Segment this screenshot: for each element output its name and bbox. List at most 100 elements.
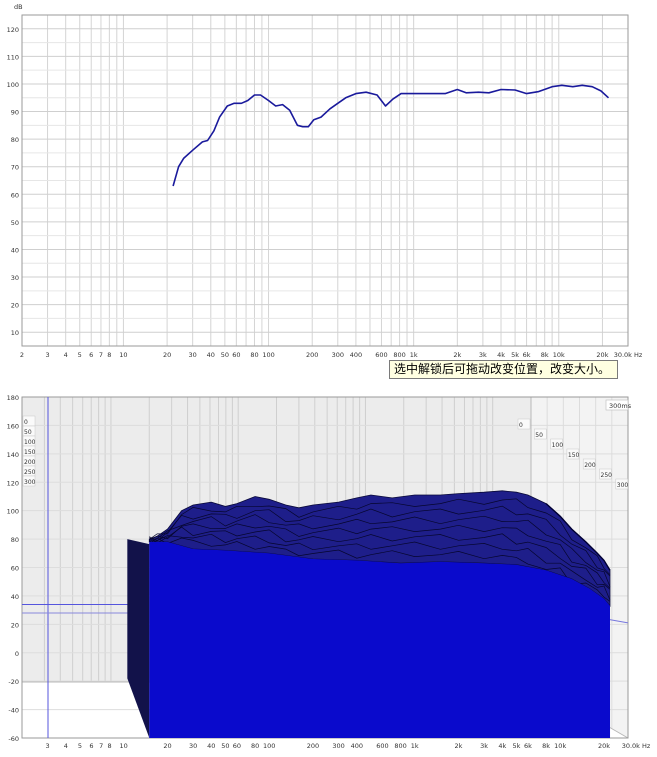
x-tick-label: 6 — [89, 742, 93, 750]
surface-left-face — [127, 539, 150, 738]
y-tick-label: 110 — [7, 53, 19, 61]
surface-ridge — [149, 533, 611, 601]
y-tick-label: 180 — [7, 394, 19, 402]
x-tick-label: 20 — [163, 742, 171, 750]
y-tick-label: 90 — [11, 109, 19, 117]
y-tick-label: 20 — [11, 302, 19, 310]
x-tick-label: 50 — [221, 351, 229, 359]
y-tick-label: -20 — [8, 678, 19, 686]
time-tick-label-right: 200 — [584, 462, 596, 469]
x-tick-label: 3k — [479, 351, 487, 359]
x-tick-label: 7 — [99, 742, 103, 750]
y-tick-label: 60 — [11, 191, 19, 199]
x-tick-label: 100 — [262, 351, 274, 359]
y-axis-label: dB — [14, 3, 23, 11]
y-tick-label: 80 — [11, 136, 19, 144]
time-label-box — [605, 399, 629, 411]
time-tick-box-right — [599, 468, 612, 480]
x-tick-label: 800 — [393, 351, 405, 359]
time-tick-label-right: 100 — [552, 442, 564, 449]
surface-ridge — [149, 523, 611, 589]
y-tick-label: 20 — [11, 621, 19, 629]
y-tick-label: 10 — [11, 329, 19, 337]
surface-edge — [545, 503, 611, 571]
x-tick-label: 4k — [498, 742, 506, 750]
x-tick-label: 7 — [99, 351, 103, 359]
y-tick-label: 30 — [11, 274, 19, 282]
y-tick-label: 40 — [11, 593, 19, 601]
time-tick-label-right: 150 — [568, 452, 580, 459]
x-tick-label: 1k — [411, 742, 419, 750]
time-tick-label-right: 250 — [601, 472, 613, 479]
x-tick-label: 8k — [541, 351, 549, 359]
x-tick-label: 6 — [89, 351, 93, 359]
response-line — [172, 84, 610, 187]
time-tick-box-right — [566, 448, 580, 460]
x-tick-label: 4 — [64, 742, 68, 750]
x-tick-label: 3 — [45, 351, 49, 359]
y-tick-label: 120 — [7, 26, 19, 34]
x-tick-label: 10k — [554, 742, 566, 750]
x-tick-label: 300 — [332, 351, 344, 359]
time-tick-box-right — [550, 438, 563, 450]
x-tick-label: 30.0k Hz — [622, 742, 651, 750]
x-tick-label: 200 — [307, 742, 319, 750]
x-tick-label: 20 — [163, 351, 171, 359]
y-tick-label: 0 — [15, 650, 19, 658]
x-tick-label: 600 — [375, 351, 387, 359]
y-tick-label: -60 — [8, 735, 19, 743]
x-tick-label: 30 — [189, 351, 197, 359]
time-axis-label: 300ms — [609, 402, 632, 410]
y-tick-label: 120 — [7, 479, 19, 487]
x-tick-label: 8k — [542, 742, 550, 750]
x-tick-label: 1k — [410, 351, 418, 359]
time-tick-label-left: 150 — [24, 449, 36, 456]
x-tick-label: 40 — [207, 742, 215, 750]
x-tick-label: 4k — [497, 351, 505, 359]
surface-ridge — [149, 498, 611, 576]
time-tick-label-right: 0 — [519, 422, 523, 429]
x-tick-label: 20k — [598, 742, 610, 750]
x-tick-label: 100 — [263, 742, 275, 750]
y-tick-label: 100 — [7, 81, 19, 89]
y-tick-label: -40 — [8, 707, 19, 715]
time-tick-box-right — [534, 428, 547, 440]
x-tick-label: 30 — [189, 742, 197, 750]
surface-ridge — [149, 505, 611, 577]
y-tick-label: 100 — [7, 508, 19, 516]
x-tick-label: 3 — [46, 742, 50, 750]
tooltip: 选中解锁后可拖动改变位置，改变大小。 — [389, 360, 618, 379]
x-tick-label: 5 — [78, 742, 82, 750]
x-tick-label: 10 — [119, 351, 127, 359]
y-tick-label: 160 — [7, 422, 19, 430]
x-tick-label: 8 — [108, 742, 112, 750]
y-tick-label: 60 — [11, 565, 19, 573]
x-tick-label: 80 — [250, 351, 258, 359]
x-tick-label: 60 — [232, 351, 240, 359]
x-tick-label: 10 — [120, 742, 128, 750]
time-tick-box-right — [582, 458, 596, 470]
time-tick-label-left: 50 — [24, 429, 32, 436]
x-tick-label: 80 — [251, 742, 259, 750]
x-tick-label: 800 — [394, 742, 406, 750]
x-tick-label: 5k — [512, 742, 520, 750]
surface-ridge — [149, 514, 611, 587]
x-tick-label: 6k — [523, 351, 531, 359]
x-tick-label: 600 — [376, 742, 388, 750]
y-tick-label: 70 — [11, 164, 19, 172]
x-tick-label: 4 — [64, 351, 68, 359]
time-tick-label-right: 300 — [617, 482, 629, 489]
x-tick-label: 2k — [455, 742, 463, 750]
x-tick-label: 5k — [511, 351, 519, 359]
x-tick-label: 60 — [233, 742, 241, 750]
surface-ridge — [149, 537, 611, 602]
time-tick-box-right — [517, 418, 531, 430]
time-tick-box-right — [615, 478, 629, 490]
x-tick-label: 40 — [207, 351, 215, 359]
time-tick-label-left: 100 — [24, 439, 36, 446]
x-tick-label: 5 — [78, 351, 82, 359]
x-tick-label: 20k — [596, 351, 608, 359]
y-tick-label: 140 — [7, 451, 19, 459]
